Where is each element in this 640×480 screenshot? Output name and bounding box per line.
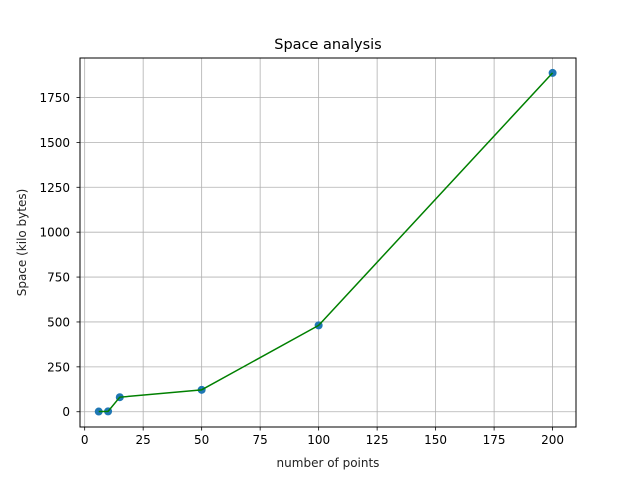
data-point <box>94 407 103 416</box>
y-tick-label: 1750 <box>39 91 70 105</box>
y-tick-label: 750 <box>47 271 70 285</box>
ticks: 0 25 50 75 100 125 150 175 200 0 250 500 750 1000 1250… <box>39 91 564 447</box>
y-tick-label: 250 <box>47 360 70 374</box>
x-tick-label: 150 <box>424 433 447 447</box>
plot-area <box>80 58 576 427</box>
x-tick-label: 200 <box>541 433 564 447</box>
y-tick-label: 0 <box>62 405 70 419</box>
series-line <box>98 72 554 413</box>
x-tick-label: 100 <box>307 433 330 447</box>
y-tick-label: 1500 <box>39 136 70 150</box>
plot-frame <box>79 57 577 428</box>
x-tick-label: 0 <box>81 433 89 447</box>
x-tick-label: 75 <box>253 433 268 447</box>
y-tick-label: 500 <box>47 315 70 329</box>
x-tick-label: 125 <box>366 433 389 447</box>
series-layer <box>94 68 557 416</box>
grid <box>80 58 576 427</box>
x-tick-label: 175 <box>483 433 506 447</box>
x-tick-label: 25 <box>136 433 151 447</box>
y-tick-label: 1250 <box>39 181 70 195</box>
chart-title: Space analysis <box>274 37 382 53</box>
x-axis-label: number of points <box>277 456 380 470</box>
x-tick-label: 50 <box>194 433 209 447</box>
y-axis-label: Space (kilo bytes) <box>15 189 29 297</box>
y-tick-label: 1000 <box>39 226 70 240</box>
